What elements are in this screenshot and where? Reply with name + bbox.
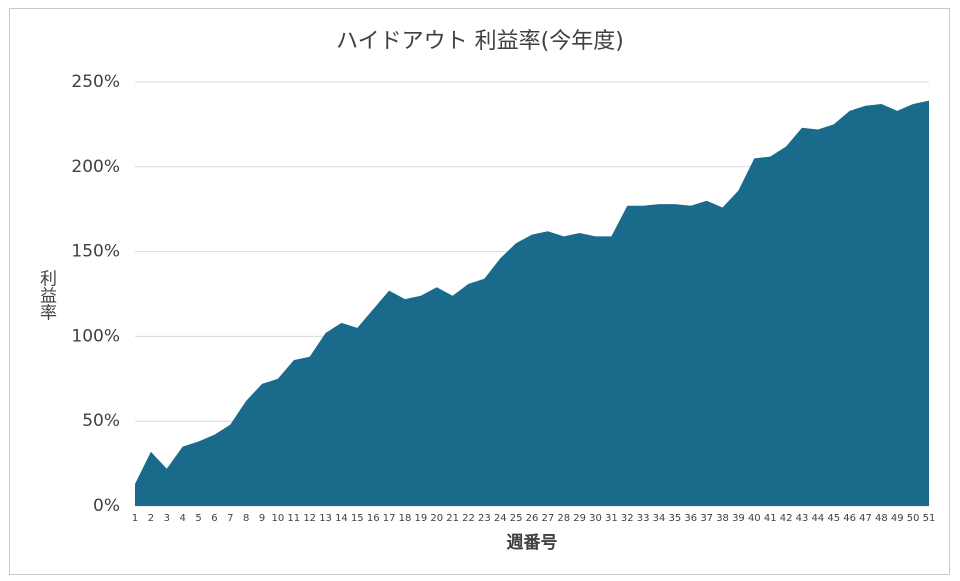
- x-tick-label: 5: [195, 513, 201, 524]
- x-tick-label: 13: [319, 513, 332, 524]
- y-tick-label: 250%: [71, 72, 120, 92]
- x-tick-label: 34: [653, 513, 666, 524]
- x-tick-label: 45: [827, 513, 840, 524]
- x-tick-label: 43: [796, 513, 809, 524]
- x-axis-label: 週番号: [507, 533, 558, 553]
- x-tick-label: 46: [843, 513, 856, 524]
- x-tick-label: 27: [542, 513, 555, 524]
- x-tick-label: 47: [859, 513, 872, 524]
- x-tick-label: 10: [272, 513, 285, 524]
- y-axis-label: 利益率: [36, 269, 57, 320]
- x-tick-label: 22: [462, 513, 475, 524]
- x-tick-label: 36: [684, 513, 697, 524]
- x-tick-label: 17: [383, 513, 396, 524]
- chart-title: ハイドアウト 利益率(今年度): [336, 29, 624, 54]
- x-tick-label: 42: [780, 513, 793, 524]
- x-tick-label: 26: [526, 513, 539, 524]
- y-tick-label: 50%: [82, 411, 120, 431]
- x-tick-label: 25: [510, 513, 523, 524]
- area: [135, 100, 929, 506]
- x-tick-label: 8: [243, 513, 249, 524]
- x-tick-label: 39: [732, 513, 745, 524]
- x-tick-label: 33: [637, 513, 650, 524]
- x-tick-label: 23: [478, 513, 491, 524]
- x-tick-label: 29: [573, 513, 586, 524]
- x-tick-label: 4: [179, 513, 185, 524]
- x-tick-label: 21: [446, 513, 459, 524]
- x-tick-label: 15: [351, 513, 364, 524]
- x-tick-label: 50: [907, 513, 920, 524]
- x-tick-label: 32: [621, 513, 634, 524]
- x-tick-label: 20: [430, 513, 443, 524]
- y-tick-label: 0%: [93, 496, 120, 516]
- x-tick-label: 7: [227, 513, 233, 524]
- x-tick-label: 3: [164, 513, 170, 524]
- x-tick-label: 19: [414, 513, 427, 524]
- x-tick-label: 44: [811, 513, 824, 524]
- x-tick-label: 16: [367, 513, 380, 524]
- x-tick-label: 18: [399, 513, 412, 524]
- x-tick-label: 40: [748, 513, 761, 524]
- y-tick-label: 200%: [71, 157, 120, 177]
- x-tick-label: 35: [669, 513, 682, 524]
- x-tick-label: 41: [764, 513, 777, 524]
- x-tick-label: 51: [923, 513, 936, 524]
- x-tick-label: 31: [605, 513, 618, 524]
- x-tick-label: 1: [132, 513, 138, 524]
- y-tick-label: 150%: [71, 242, 120, 262]
- x-tick-label: 9: [259, 513, 265, 524]
- x-tick-label: 30: [589, 513, 602, 524]
- x-tick-label: 14: [335, 513, 348, 524]
- x-tick-label: 6: [211, 513, 217, 524]
- x-tick-label: 24: [494, 513, 507, 524]
- x-tick-label: 37: [700, 513, 713, 524]
- x-tick-label: 11: [287, 513, 300, 524]
- x-tick-label: 28: [557, 513, 570, 524]
- y-tick-label: 100%: [71, 326, 120, 346]
- x-tick-label: 48: [875, 513, 888, 524]
- x-tick-label: 2: [148, 513, 154, 524]
- x-tick-label: 38: [716, 513, 729, 524]
- x-tick-label: 49: [891, 513, 904, 524]
- x-tick-label: 12: [303, 513, 316, 524]
